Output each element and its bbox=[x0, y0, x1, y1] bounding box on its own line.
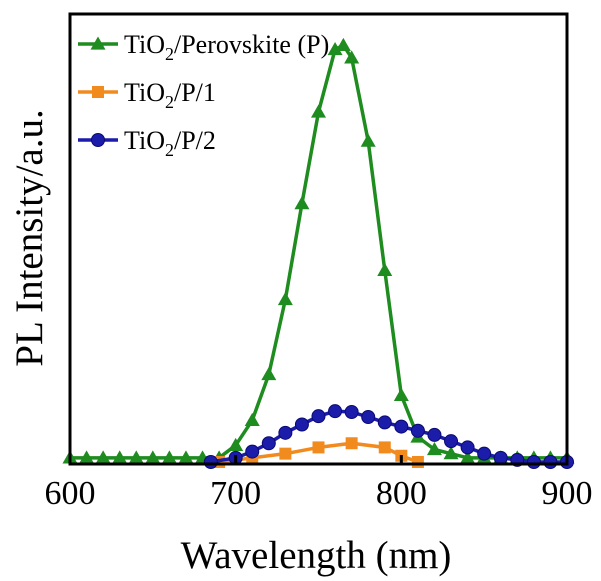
series-layer bbox=[62, 37, 575, 469]
circle-marker bbox=[394, 419, 409, 434]
legend: TiO2/Perovskite (P) TiO2/P/1 TiO2/P/2 bbox=[78, 30, 329, 160]
legend-item: TiO2/P/2 bbox=[78, 126, 216, 160]
triangle-marker bbox=[460, 450, 476, 464]
triangle-marker bbox=[161, 450, 177, 464]
x-tick-label: 800 bbox=[376, 475, 427, 512]
triangle-marker bbox=[228, 437, 244, 451]
triangle-marker bbox=[178, 450, 194, 464]
circle-marker bbox=[328, 404, 343, 419]
triangle-marker bbox=[377, 262, 393, 276]
triangle-marker bbox=[244, 412, 260, 426]
legend-label: TiO2/Perovskite (P) bbox=[124, 30, 329, 64]
circle-marker bbox=[543, 455, 558, 469]
triangle-marker bbox=[443, 446, 459, 460]
legend-item: TiO2/Perovskite (P) bbox=[78, 30, 329, 64]
triangle-marker bbox=[311, 104, 326, 118]
x-tick-label: 600 bbox=[45, 475, 96, 512]
circle-marker bbox=[427, 427, 442, 442]
square-marker bbox=[312, 441, 325, 454]
triangle-marker bbox=[294, 196, 310, 210]
series-line bbox=[210, 409, 567, 464]
circle-marker bbox=[444, 434, 459, 449]
triangle-marker bbox=[90, 36, 106, 50]
circle-marker bbox=[361, 410, 376, 424]
circle-marker bbox=[526, 455, 541, 469]
circle-marker bbox=[344, 405, 359, 419]
circle-marker bbox=[203, 455, 218, 469]
circle-marker bbox=[311, 409, 326, 424]
square-marker bbox=[279, 447, 292, 460]
triangle-marker bbox=[145, 450, 161, 464]
triangle-marker bbox=[360, 133, 376, 147]
legend-item: TiO2/P/1 bbox=[78, 78, 216, 112]
circle-marker bbox=[460, 440, 475, 455]
square-marker bbox=[411, 456, 424, 468]
circle-marker bbox=[245, 444, 260, 459]
y-axis-title: PL Intensity/a.u. bbox=[8, 109, 51, 366]
circle-marker bbox=[410, 423, 425, 438]
circle-marker bbox=[477, 446, 492, 461]
x-ticks: 600 700 800 900 bbox=[45, 455, 593, 512]
triangle-marker bbox=[277, 292, 293, 306]
triangle-marker bbox=[327, 42, 343, 56]
square-marker bbox=[345, 437, 358, 450]
x-tick-label: 900 bbox=[542, 475, 593, 512]
square-marker bbox=[92, 86, 104, 98]
circle-marker bbox=[278, 425, 293, 440]
circle-marker bbox=[261, 436, 276, 451]
x-axis-title: Wavelength (nm) bbox=[181, 534, 452, 577]
circle-marker bbox=[493, 450, 508, 465]
triangle-marker bbox=[344, 50, 360, 64]
triangle-marker bbox=[261, 367, 277, 381]
circle-marker bbox=[91, 133, 105, 147]
square-marker bbox=[378, 441, 391, 454]
triangle-marker bbox=[335, 37, 351, 51]
legend-label: TiO2/P/1 bbox=[124, 78, 216, 112]
triangle-marker bbox=[128, 450, 144, 464]
triangle-marker bbox=[393, 387, 409, 401]
triangle-marker bbox=[95, 450, 111, 464]
plot-frame bbox=[68, 12, 569, 466]
series-3 bbox=[203, 404, 574, 469]
circle-marker bbox=[377, 415, 392, 430]
triangle-marker bbox=[426, 442, 442, 456]
triangle-marker bbox=[112, 450, 128, 464]
legend-label: TiO2/P/2 bbox=[124, 126, 216, 160]
triangle-marker bbox=[79, 450, 95, 464]
circle-marker bbox=[294, 417, 309, 432]
x-tick-label: 700 bbox=[210, 475, 261, 512]
